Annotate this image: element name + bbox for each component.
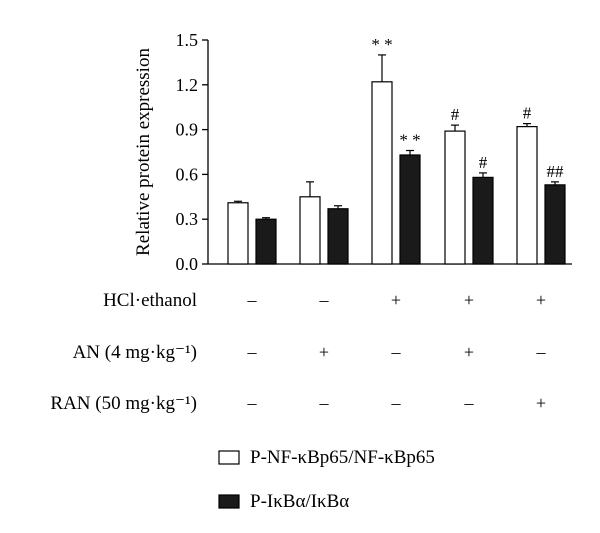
significance-label: * *: [399, 131, 420, 150]
bar-series-2: [327, 208, 349, 265]
bar-series-1: [227, 202, 249, 265]
condition-sign: +: [536, 393, 546, 413]
bar-series-1: [371, 81, 393, 265]
condition-sign: +: [464, 290, 474, 310]
bar-series-2: [544, 184, 566, 265]
condition-label: HCl·ethanol: [103, 290, 197, 311]
axes: 0.0 0.3 0.6 0.9 1.2 1.5 Relative protein expre…: [133, 30, 572, 274]
condition-sign: –: [536, 342, 547, 362]
y-tick-label: 1.2: [176, 75, 199, 95]
condition-label: RAN (50 mg·kg⁻¹): [50, 393, 197, 414]
y-tick-label: 0.6: [176, 164, 199, 184]
condition-sign: +: [319, 342, 329, 362]
y-tick-label: 0.0: [176, 254, 199, 274]
legend-label: P-NF-κBp65/NF-κBp65: [250, 447, 435, 468]
bars: * *# #* *# ##: [227, 35, 566, 265]
bar-series-2: [255, 218, 277, 265]
condition-sign: –: [247, 393, 258, 413]
significance-label: ##: [547, 162, 565, 181]
bar-series-2: [472, 176, 494, 265]
bar-series-2: [399, 154, 421, 265]
y-tick-label: 0.3: [176, 209, 199, 229]
condition-sign: –: [319, 393, 330, 413]
condition-sign: +: [536, 290, 546, 310]
bar-series-1: [299, 196, 321, 265]
bar-series-1: [516, 126, 538, 265]
significance-label: #: [523, 104, 532, 123]
condition-label: AN (4 mg·kg⁻¹): [73, 342, 197, 363]
condition-sign: –: [391, 393, 402, 413]
legend: P-NF-κBp65/NF-κBp65 P-IκBα/IκBα: [218, 447, 435, 512]
condition-sign: –: [247, 342, 258, 362]
y-axis-title: Relative protein expression: [133, 48, 154, 256]
bar-series-1: [444, 130, 466, 265]
legend-swatch-2: [218, 494, 240, 509]
condition-sign: +: [391, 290, 401, 310]
y-tick-label: 0.9: [176, 120, 199, 140]
legend-swatch-1: [218, 450, 240, 465]
y-tick-label: 1.5: [176, 30, 199, 50]
significance-label: * *: [371, 35, 392, 54]
significance-label: #: [479, 153, 488, 172]
significance-label: #: [451, 105, 460, 124]
condition-sign: –: [391, 342, 402, 362]
condition-sign: +: [464, 342, 474, 362]
condition-sign: –: [319, 290, 330, 310]
legend-label: P-IκBα/IκBα: [250, 491, 349, 512]
condition-sign: –: [464, 393, 475, 413]
condition-sign: –: [247, 290, 258, 310]
condition-table: HCl·ethanol – – + + + AN (4 mg·kg⁻¹) – + – + – RAN (…: [50, 290, 546, 414]
